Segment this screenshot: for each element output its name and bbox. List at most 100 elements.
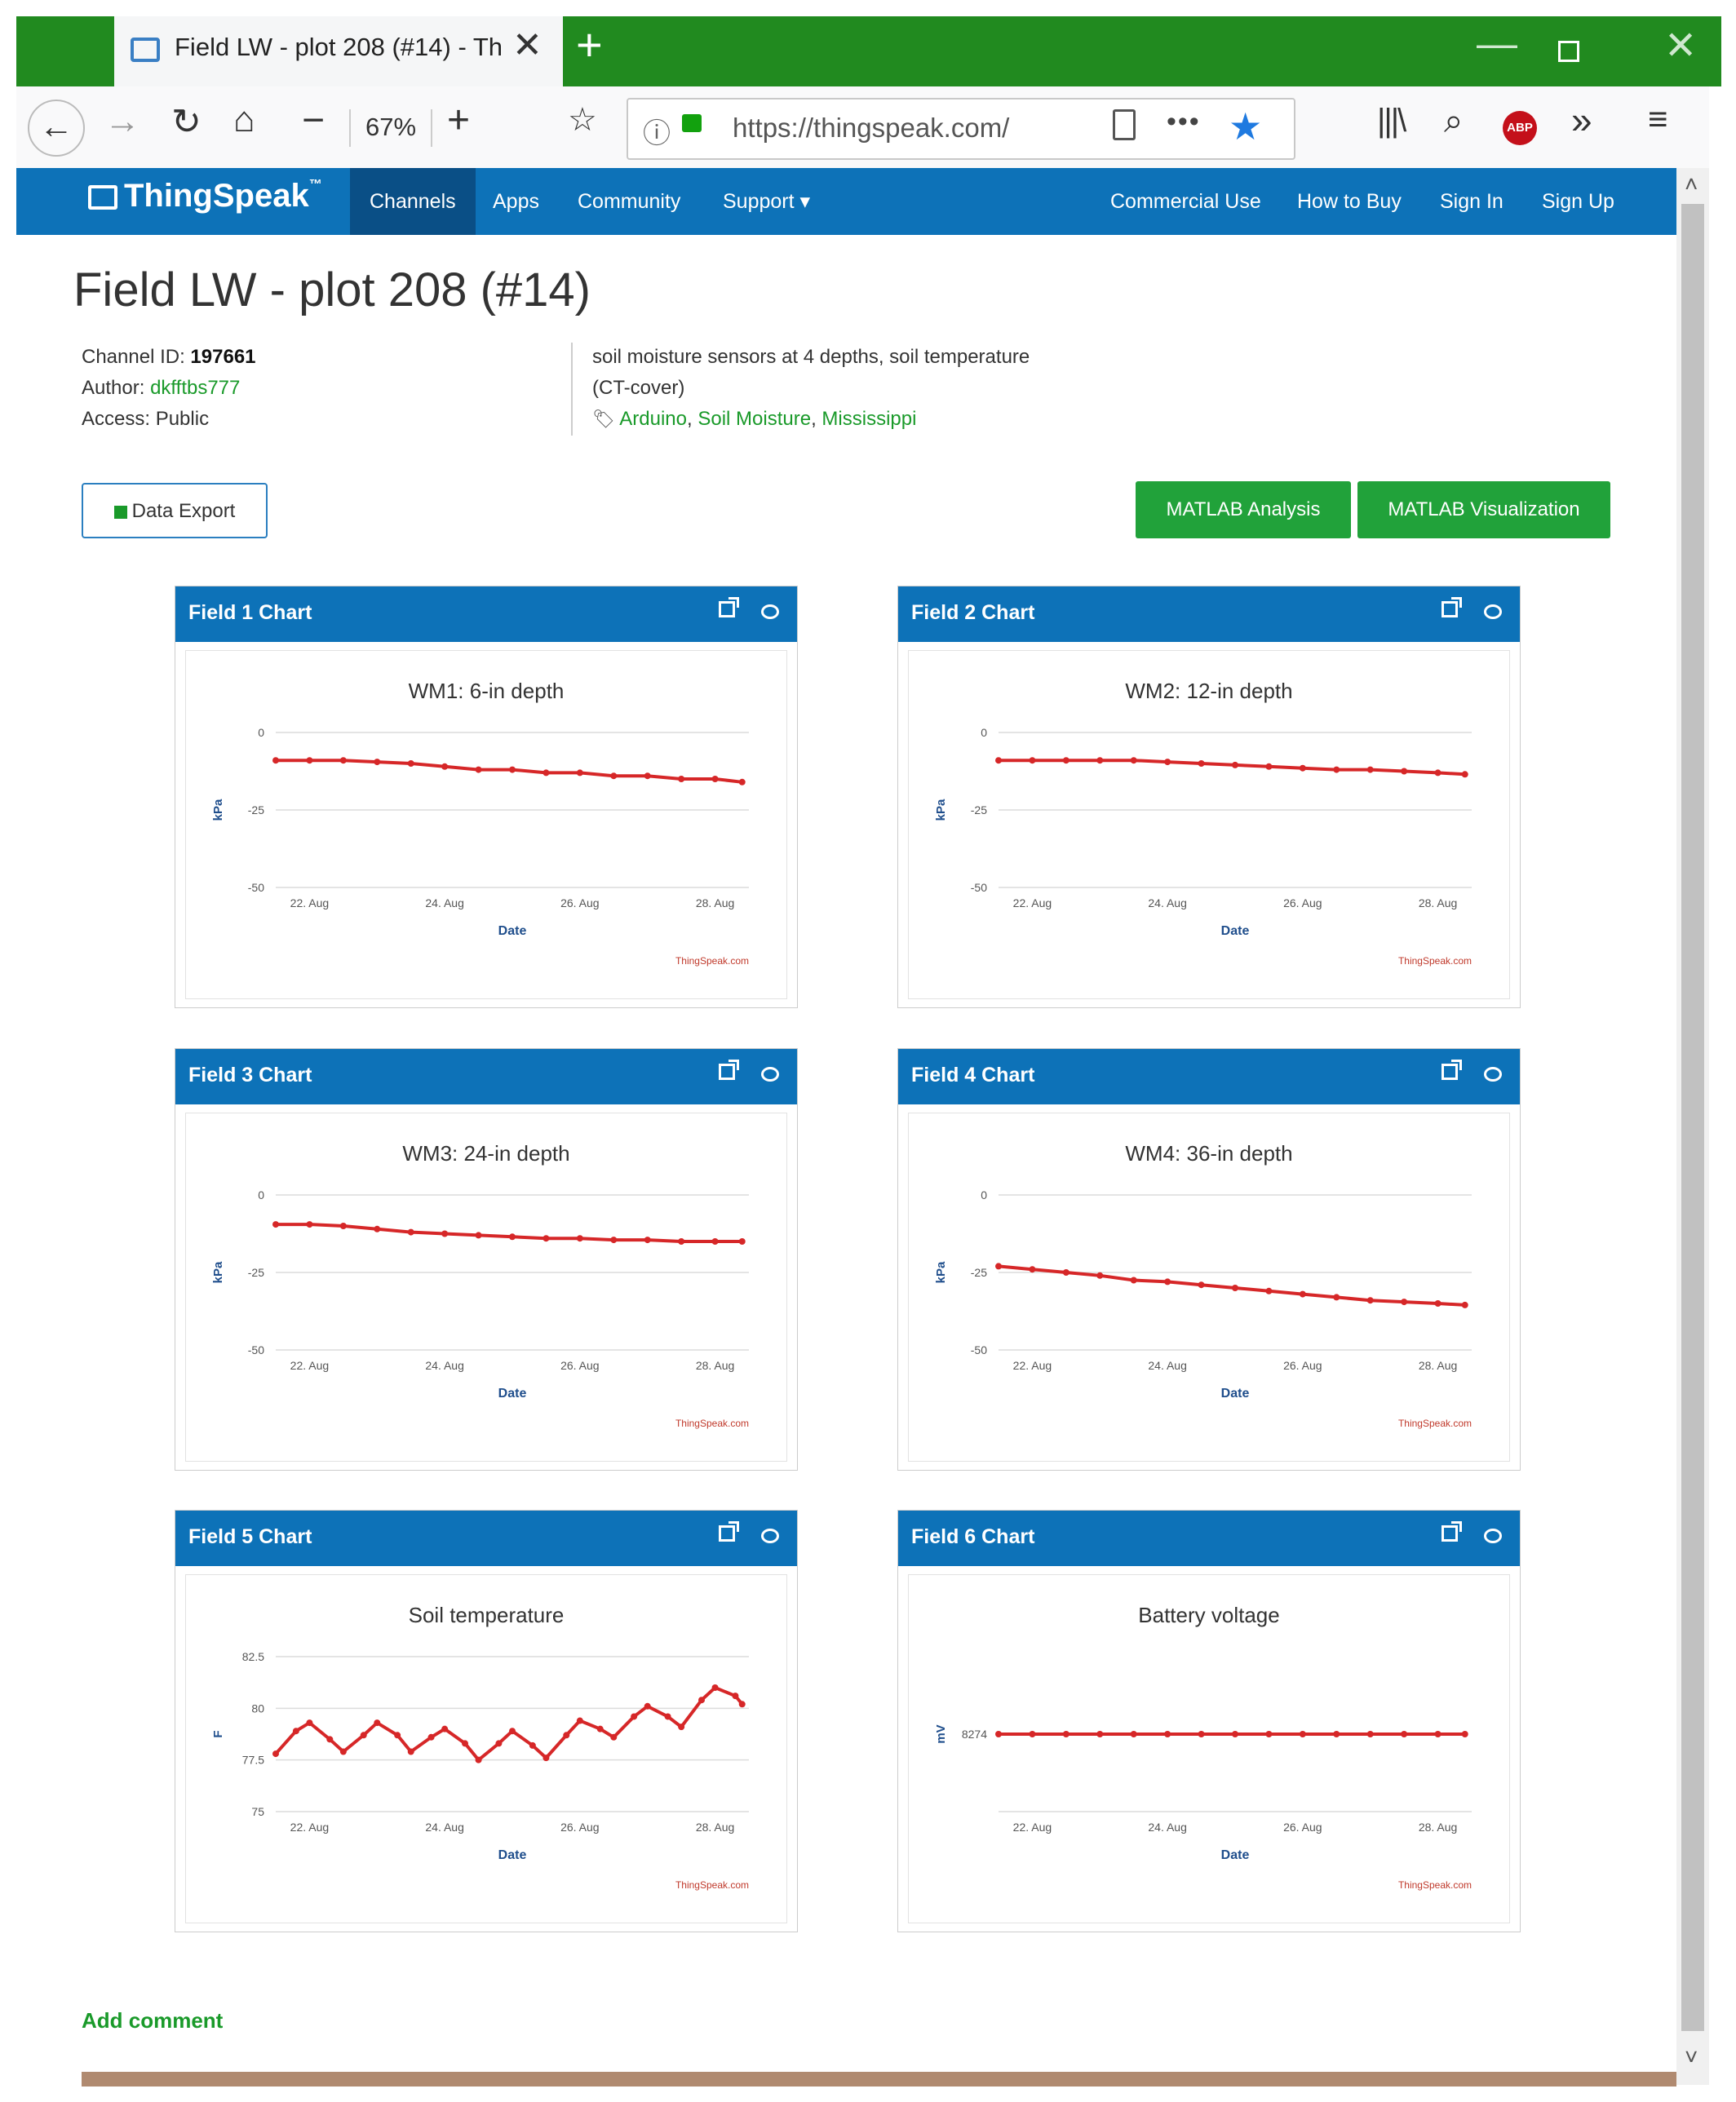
hamburger-menu-icon[interactable]: ≡ — [1648, 100, 1668, 138]
data-point — [509, 766, 516, 773]
access-value: Public — [155, 408, 210, 430]
y-tick-label: 0 — [981, 726, 987, 739]
adblock-icon[interactable]: ABP — [1503, 111, 1537, 145]
x-axis-label: Date — [1221, 1848, 1250, 1862]
nav-community[interactable]: Community — [578, 190, 681, 213]
data-point — [1265, 763, 1273, 770]
add-comment-link[interactable]: Add comment — [82, 2008, 224, 2033]
author-label: Author: — [82, 377, 145, 399]
reader-view-icon[interactable] — [1113, 109, 1136, 140]
data-point — [542, 1755, 550, 1762]
tag-arduino[interactable]: Arduino — [619, 408, 688, 430]
data-point — [678, 1724, 685, 1731]
panel-title: Field 6 Chart — [911, 1525, 1035, 1548]
tag-mississippi[interactable]: Mississippi — [822, 408, 917, 430]
comment-icon[interactable] — [1484, 604, 1502, 619]
tag-soil-moisture[interactable]: Soil Moisture — [698, 408, 812, 430]
nav-apps[interactable]: Apps — [493, 190, 539, 213]
new-tab-icon[interactable]: + — [576, 19, 603, 70]
overflow-menu-icon[interactable]: » — [1571, 99, 1592, 141]
data-point — [738, 1701, 746, 1708]
x-tick-label: 22. Aug — [290, 1359, 330, 1372]
chart-credit: ThingSpeak.com — [1398, 955, 1472, 967]
minimize-window-icon[interactable]: — — [1477, 20, 1517, 66]
panel-title: Field 1 Chart — [188, 601, 312, 624]
field-5-chart-panel: Field 5 Chart Soil temperature 82.5 80 77.5… — [175, 1510, 798, 1932]
home-icon[interactable]: ⌂ — [233, 100, 255, 139]
address-bar[interactable]: ⓘ https://thingspeak.com/ ••• ★ — [627, 98, 1295, 160]
info-icon[interactable]: ⓘ — [643, 118, 671, 149]
open-in-new-window-icon[interactable] — [1442, 1521, 1462, 1542]
data-point — [1062, 1731, 1070, 1737]
comment-icon[interactable] — [1484, 1067, 1502, 1082]
forward-icon[interactable]: → — [104, 101, 140, 141]
reading-list-icon[interactable]: ☆ — [568, 102, 597, 138]
data-point — [610, 1237, 618, 1244]
comment-icon[interactable] — [761, 1067, 779, 1082]
scroll-down-icon[interactable]: ˅ — [1685, 2044, 1698, 2069]
reload-icon[interactable]: ↻ — [171, 102, 202, 142]
y-axis-label: kPa — [934, 799, 948, 821]
tab-title: Field LW - plot 208 (#14) - Thin — [175, 33, 501, 61]
comment-icon[interactable] — [761, 604, 779, 619]
data-point — [1299, 764, 1306, 772]
field-4-chart-panel: Field 4 Chart WM4: 36-in depth 0 -25 -50 22.… — [897, 1048, 1521, 1471]
panel-header: Field 4 Chart — [898, 1049, 1520, 1104]
matlab-analysis-button[interactable]: MATLAB Analysis — [1136, 481, 1351, 538]
y-tick-label: -50 — [248, 881, 264, 894]
data-point — [1366, 1731, 1374, 1737]
chart-credit: ThingSpeak.com — [675, 1879, 749, 1891]
x-tick-label: 26. Aug — [1283, 1359, 1322, 1372]
close-tab-icon[interactable]: ✕ — [512, 25, 542, 65]
comment-icon[interactable] — [1484, 1529, 1502, 1543]
maximize-window-icon[interactable] — [1558, 41, 1579, 62]
author-link[interactable]: dkfftbs777 — [150, 377, 241, 399]
back-icon[interactable]: ← — [28, 100, 85, 157]
toolbar-divider — [431, 109, 432, 147]
nav-commercial-use[interactable]: Commercial Use — [1110, 190, 1261, 213]
thingspeak-favicon-icon — [131, 38, 160, 62]
browser-tab-bar: Field LW - plot 208 (#14) - Thin ✕ + — ✕ — [16, 16, 1721, 86]
nav-channels[interactable]: Channels — [350, 168, 476, 235]
data-point — [529, 1741, 536, 1749]
page-scrollbar[interactable]: ˄ ˅ — [1676, 168, 1709, 2085]
x-tick-label: 22. Aug — [290, 1821, 330, 1834]
matlab-visualization-button[interactable]: MATLAB Visualization — [1357, 481, 1610, 538]
logo-text: ThingSpeak — [124, 178, 309, 214]
scroll-up-icon[interactable]: ˄ — [1685, 171, 1698, 197]
open-in-new-window-icon[interactable] — [1442, 597, 1462, 617]
zoom-level[interactable]: 67% — [365, 113, 417, 141]
zoom-in-icon[interactable]: + — [447, 99, 471, 142]
tags: 🏷 Arduino, Soil Moisture, Mississippi — [592, 408, 917, 430]
open-in-new-window-icon[interactable] — [719, 1521, 739, 1542]
thingspeak-logo[interactable]: ThingSpeak™ — [88, 178, 322, 215]
data-point — [1164, 759, 1171, 766]
close-window-icon[interactable]: ✕ — [1664, 24, 1698, 68]
data-point — [374, 1225, 381, 1232]
page-actions-icon[interactable]: ••• — [1167, 106, 1201, 137]
x-tick-label: 28. Aug — [696, 1821, 735, 1834]
nav-support[interactable]: Support ▾ — [723, 190, 811, 213]
nav-sign-in[interactable]: Sign In — [1440, 190, 1504, 213]
url-text[interactable]: https://thingspeak.com/ — [733, 113, 1010, 143]
search-icon[interactable]: ⌕ — [1444, 101, 1464, 139]
library-icon[interactable]: |||\ — [1377, 103, 1406, 139]
field-1-chart-panel: Field 1 Chart WM1: 6-in depth 0 -25 -50 22. … — [175, 586, 798, 1008]
open-in-new-window-icon[interactable] — [1442, 1060, 1462, 1080]
open-in-new-window-icon[interactable] — [719, 597, 739, 617]
data-export-button[interactable]: Data Export — [82, 483, 268, 538]
zoom-out-icon[interactable]: − — [302, 99, 326, 142]
site-header: ThingSpeak™ Channels Apps Community Supp… — [16, 168, 1676, 235]
x-axis-label: Date — [1221, 1387, 1250, 1401]
data-point — [1299, 1731, 1306, 1737]
chart-area: WM3: 24-in depth 0 -25 -50 22. Aug 24. Aug 26.… — [185, 1113, 787, 1462]
scrollbar-thumb[interactable] — [1681, 204, 1704, 2031]
open-in-new-window-icon[interactable] — [719, 1060, 739, 1080]
nav-how-to-buy[interactable]: How to Buy — [1297, 190, 1402, 213]
nav-sign-up[interactable]: Sign Up — [1542, 190, 1614, 213]
bookmark-star-icon[interactable]: ★ — [1229, 105, 1263, 148]
comment-icon[interactable] — [761, 1529, 779, 1543]
x-tick-label: 28. Aug — [1419, 1359, 1458, 1372]
browser-tab[interactable]: Field LW - plot 208 (#14) - Thin ✕ — [114, 16, 563, 86]
x-tick-label: 26. Aug — [1283, 896, 1322, 909]
